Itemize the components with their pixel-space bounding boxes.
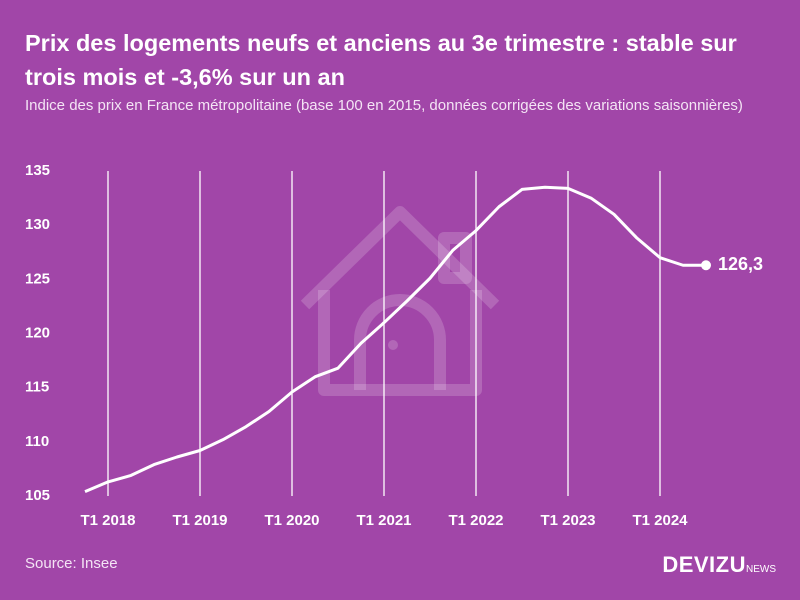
value-label: 126,3 xyxy=(718,254,763,274)
x-tick-label: T1 2018 xyxy=(80,512,135,529)
x-tick-label: T1 2019 xyxy=(172,512,227,529)
brand-name: DEVIZU xyxy=(662,552,746,577)
source: Source: Insee xyxy=(25,555,118,572)
x-tick-label: T1 2020 xyxy=(264,512,319,529)
x-tick-label: T1 2021 xyxy=(356,512,411,529)
data-line xyxy=(84,185,706,494)
brand: DEVIZUNEWS xyxy=(662,552,776,578)
x-tick-label: T1 2023 xyxy=(540,512,595,529)
y-tick-label: 105 xyxy=(25,487,50,504)
y-tick-label: 115 xyxy=(25,379,49,396)
chart-title: Prix des logements neufs et anciens au 3… xyxy=(25,30,737,90)
y-tick-label: 120 xyxy=(25,324,50,341)
y-tick-label: 130 xyxy=(25,216,50,233)
x-tick-label: T1 2022 xyxy=(448,512,503,529)
chart-subtitle: Indice des prix en France métropolitaine… xyxy=(25,97,743,114)
brand-suffix: NEWS xyxy=(746,564,776,575)
y-tick-label: 135 xyxy=(25,162,50,179)
end-point xyxy=(701,260,711,271)
y-tick-label: 110 xyxy=(25,433,49,450)
x-tick-label: T1 2024 xyxy=(632,512,688,529)
y-tick-label: 125 xyxy=(25,270,50,287)
